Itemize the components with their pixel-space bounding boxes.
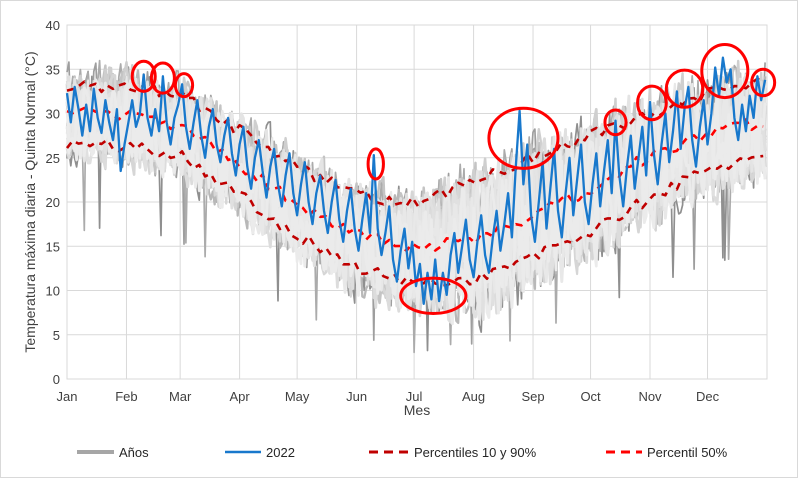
data-series [65,56,767,354]
x-tick-label: Mar [169,389,192,404]
axis-tick-labels: 0 5 10 15 20 25 30 35 40 Jan Feb Mar Apr May Jun Jul Aug… [46,18,720,404]
record-circle [149,61,176,95]
y-tick-label: 40 [46,18,60,33]
y-tick-label: 0 [53,372,60,387]
record-circle [700,42,750,100]
y-tick-label: 30 [46,107,60,122]
y-tick-label: 20 [46,195,60,210]
record-circle [603,108,628,137]
x-tick-label: Jun [346,389,367,404]
record-circle [366,147,385,181]
legend-label-percentiles-10-90: Percentiles 10 y 90% [414,445,537,460]
plot-border [66,24,768,380]
x-tick-label: Dec [696,389,720,404]
record-circle [399,276,468,316]
y-tick-label: 15 [46,239,60,254]
record-circles [130,42,777,316]
x-tick-label: Feb [115,389,137,404]
y-tick-label: 5 [53,328,60,343]
x-tick-label: Oct [580,389,601,404]
line-2022 [65,56,767,305]
legend-label-2022: 2022 [266,445,295,460]
x-tick-label: Sep [521,389,544,404]
legend-label-anos: Años [119,445,149,460]
x-tick-label: Aug [462,389,485,404]
legend-label-percentil-50: Percentil 50% [647,445,728,460]
record-circle [636,84,668,122]
record-circle [130,59,157,93]
x-tick-label: May [285,389,310,404]
x-tick-label: Jan [57,389,78,404]
y-axis-title: Temperatura máxima diaria - Quinta Norma… [22,51,38,352]
y-tick-label: 25 [46,151,60,166]
years-line [65,86,767,319]
y-tick-label: 10 [46,284,60,299]
x-axis-title: Mes [404,402,430,418]
x-tick-label: Nov [638,389,662,404]
record-circle [750,67,777,98]
x-tick-label: Jul [406,389,423,404]
record-circle [487,106,560,170]
legend: Años 2022 Percentiles 10 y 90% Percentil… [77,445,728,460]
x-tick-label: Apr [229,389,250,404]
record-circle [664,68,705,109]
record-circle [173,72,195,99]
y-tick-label: 35 [46,62,60,77]
